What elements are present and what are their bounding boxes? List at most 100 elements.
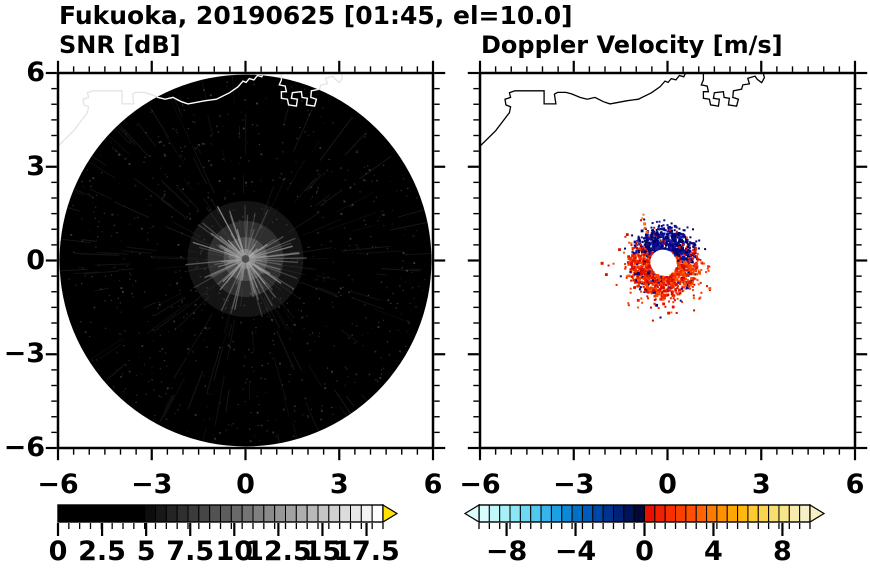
vel-colorbar-segment bbox=[706, 504, 718, 523]
vel-colorbar-label: 8 bbox=[773, 536, 792, 567]
snr-colorbar-segment bbox=[220, 504, 232, 523]
snr-y-tick-label: −3 bbox=[3, 338, 45, 370]
snr-colorbar-segment bbox=[339, 504, 351, 523]
snr-colorbar-label: 0 bbox=[48, 536, 68, 567]
velocity-outlier-point bbox=[645, 230, 649, 234]
snr-y-tick-label: −6 bbox=[3, 432, 45, 463]
snr-x-tick-label: −6 bbox=[37, 469, 79, 500]
snr-colorbar-segment bbox=[209, 504, 222, 523]
velocity-outlier-point bbox=[693, 249, 697, 253]
velocity-outlier-point bbox=[642, 213, 645, 216]
snr-colorbar-segment bbox=[176, 504, 189, 523]
velocity-panel-title: Doppler Velocity [m/s] bbox=[481, 31, 783, 59]
velocity-outlier-point bbox=[644, 226, 647, 229]
snr-colorbar-label: 2.5 bbox=[78, 536, 126, 567]
velocity-outlier-point bbox=[670, 222, 673, 225]
snr-y-tick-label: 3 bbox=[26, 150, 45, 182]
vel-colorbar-segment bbox=[509, 504, 521, 523]
vel-colorbar-segment bbox=[768, 504, 780, 523]
vel-x-tick-label: −3 bbox=[553, 469, 595, 500]
snr-x-tick-label: 0 bbox=[236, 469, 255, 500]
snr-colorbar-label: 12.5 bbox=[245, 536, 312, 567]
snr-colorbar-segment bbox=[165, 504, 178, 523]
velocity-outlier-point bbox=[641, 217, 644, 220]
snr-colorbar-segment bbox=[263, 504, 276, 523]
vel-colorbar-label: 0 bbox=[635, 536, 654, 567]
vel-x-tick-label: 0 bbox=[658, 469, 677, 500]
snr-colorbar-label: 17.5 bbox=[333, 536, 400, 567]
vel-colorbar-left-arrow bbox=[463, 503, 480, 524]
vel-colorbar-segment bbox=[664, 504, 677, 523]
snr-colorbar-segment bbox=[230, 504, 243, 523]
snr-colorbar-segment bbox=[133, 504, 146, 523]
snr-panel-border bbox=[56, 71, 435, 450]
vel-colorbar-right-arrow bbox=[809, 503, 826, 524]
vel-colorbar-segment bbox=[675, 504, 687, 523]
vel-colorbar-segment bbox=[633, 504, 645, 523]
coastline bbox=[700, 73, 766, 107]
vel-colorbar-segment bbox=[550, 504, 563, 523]
vel-colorbar-segment bbox=[519, 504, 532, 523]
snr-colorbar-segment bbox=[371, 504, 384, 523]
snr-colorbar-segment bbox=[57, 504, 70, 523]
snr-colorbar-right-arrow bbox=[382, 503, 399, 524]
snr-colorbar-segment bbox=[306, 504, 319, 523]
vel-colorbar-label: 4 bbox=[704, 536, 723, 567]
velocity-outlier-point bbox=[653, 302, 656, 305]
velocity-outlier-point bbox=[629, 270, 632, 273]
velocity-outlier-point bbox=[672, 301, 675, 304]
snr-colorbar-segment bbox=[144, 504, 157, 523]
snr-colorbar-segment bbox=[295, 504, 308, 523]
vel-colorbar-segment bbox=[530, 504, 542, 523]
velocity-outlier-point bbox=[600, 261, 604, 265]
vel-colorbar-segment bbox=[571, 504, 583, 523]
velocity-outlier-point bbox=[699, 258, 702, 261]
velocity-outlier-point bbox=[612, 262, 615, 265]
coastline bbox=[480, 73, 687, 147]
snr-x-tick-label: −3 bbox=[131, 469, 173, 500]
vel-x-tick-label: 3 bbox=[751, 469, 771, 500]
snr-colorbar-segment bbox=[122, 504, 135, 523]
vel-colorbar-segment bbox=[695, 504, 708, 523]
velocity-outlier-point bbox=[640, 219, 642, 222]
vel-colorbar-segment bbox=[581, 504, 594, 523]
velocity-center-hole bbox=[650, 249, 676, 275]
snr-x-tick-label: 6 bbox=[423, 469, 443, 500]
vel-colorbar-segment bbox=[540, 504, 552, 523]
vel-colorbar-segment bbox=[623, 504, 635, 523]
vel-colorbar-segment bbox=[612, 504, 625, 523]
snr-colorbar-segment bbox=[285, 504, 297, 523]
snr-colorbar-segment bbox=[111, 504, 124, 523]
snr-colorbar-label: 10 bbox=[215, 536, 254, 567]
snr-colorbar-segment bbox=[350, 504, 362, 523]
snr-colorbar-label: 7.5 bbox=[166, 536, 215, 567]
vel-colorbar-segment bbox=[778, 504, 790, 523]
vel-colorbar-segment bbox=[799, 504, 811, 523]
snr-panel-title: SNR [dB] bbox=[59, 31, 181, 59]
vel-colorbar-segment bbox=[747, 504, 759, 523]
snr-colorbar-segment bbox=[155, 504, 167, 523]
snr-colorbar-segment bbox=[252, 504, 265, 523]
snr-colorbar-segment bbox=[79, 504, 91, 523]
snr-y-tick-label: 0 bbox=[26, 244, 45, 276]
figure-title: Fukuoka, 20190625 [01:45, el=10.0] bbox=[59, 1, 573, 30]
snr-colorbar-label: 5 bbox=[136, 536, 156, 567]
vel-colorbar-segment bbox=[561, 504, 573, 523]
vel-colorbar-segment bbox=[654, 504, 666, 523]
snr-colorbar-segment bbox=[317, 504, 330, 523]
vel-colorbar-segment bbox=[478, 504, 490, 523]
vel-colorbar-segment bbox=[716, 504, 728, 523]
snr-x-tick-label: 3 bbox=[329, 469, 349, 500]
vel-x-tick-label: 6 bbox=[845, 469, 865, 500]
velocity-ring-scatter bbox=[600, 213, 712, 322]
vel-colorbar-segment bbox=[488, 504, 501, 523]
velocity-outlier-point bbox=[664, 305, 667, 308]
vel-colorbar-segment bbox=[726, 504, 739, 523]
snr-colorbar-segment bbox=[274, 504, 286, 523]
snr-colorbar-segment bbox=[68, 504, 81, 523]
velocity-plot-area bbox=[480, 73, 766, 322]
vel-colorbar-segment bbox=[685, 504, 697, 523]
snr-colorbar-segment bbox=[360, 504, 373, 523]
